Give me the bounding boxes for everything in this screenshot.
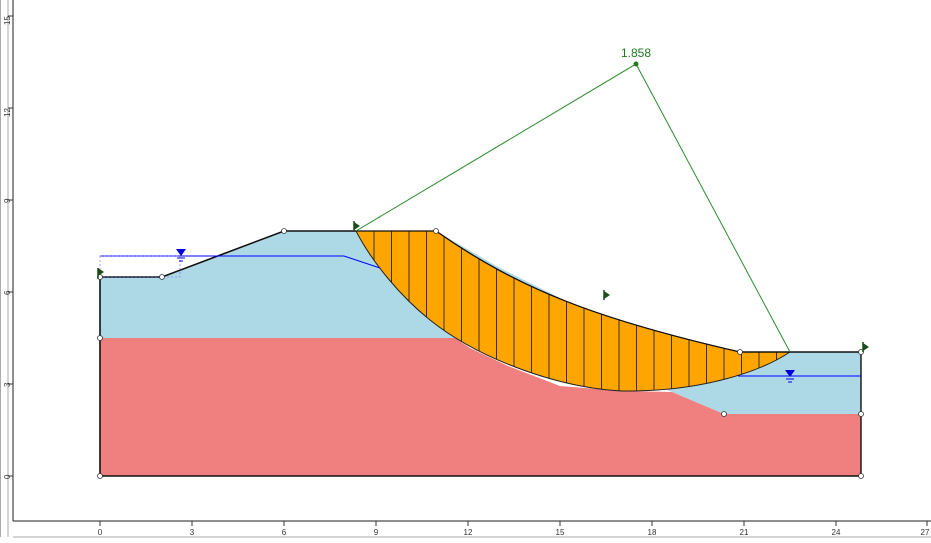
x-tick: 9: [374, 521, 379, 537]
x-tick: 24: [832, 521, 841, 537]
y-tick: 0: [3, 474, 13, 479]
water-table-line: [100, 255, 381, 269]
x-tick-label: 9: [374, 528, 379, 537]
y-tick-label: 6: [3, 290, 12, 295]
y-tick-label: 12: [3, 108, 12, 117]
boundary-vertices: [97, 228, 864, 479]
flag-icon: [862, 342, 869, 352]
vertex: [159, 274, 165, 280]
vertex: [97, 473, 103, 479]
y-tick-label: 0: [3, 474, 12, 479]
flag-icon: [603, 290, 610, 300]
x-tick-label: 6: [282, 528, 287, 537]
x-tick-label: 15: [556, 528, 565, 537]
vertex: [721, 411, 727, 417]
vertex: [433, 228, 439, 234]
vertex: [858, 411, 864, 417]
x-tick-label: 21: [740, 528, 749, 537]
vertex: [97, 335, 103, 341]
x-tick-label: 24: [832, 528, 841, 537]
x-tick-label: 27: [921, 528, 930, 537]
vertex: [737, 349, 743, 355]
y-tick: 9: [3, 198, 13, 203]
y-axis-ticks: 0 3 6 9 12 15: [3, 15, 13, 479]
slope-face-line: [435, 230, 741, 353]
slip-center-point: [633, 61, 639, 67]
x-tick: 6: [282, 521, 287, 537]
flag-icon: [353, 221, 360, 231]
y-tick-label: 15: [3, 16, 12, 25]
y-tick: 6: [3, 290, 13, 295]
x-tick: 27: [921, 521, 930, 537]
slice-lines: [373, 231, 777, 391]
x-tick-label: 18: [648, 528, 657, 537]
ponded-water: [99, 255, 181, 278]
x-tick-label: 3: [190, 528, 195, 537]
x-tick: 15: [556, 521, 565, 537]
x-axis-ticks: 0 3 6 9 12 15 18 21 24 27: [98, 521, 930, 537]
vertex: [858, 473, 864, 479]
y-tick: 12: [3, 107, 13, 117]
x-tick: 18: [648, 521, 657, 537]
x-tick: 0: [98, 521, 103, 537]
x-tick-label: 12: [464, 528, 473, 537]
water-level-icon: [785, 370, 795, 383]
y-tick: 15: [3, 15, 13, 25]
y-tick-label: 3: [3, 382, 12, 387]
x-tick: 3: [190, 521, 195, 537]
factor-of-safety-label: 1.858: [621, 46, 651, 60]
y-tick-label: 9: [3, 198, 12, 203]
x-tick: 21: [740, 521, 749, 537]
water-level-icon: [176, 249, 186, 262]
lower-soil-layer: [100, 338, 861, 476]
flag-icon: [97, 268, 104, 279]
x-tick-label: 0: [98, 528, 103, 537]
x-tick: 12: [464, 521, 473, 537]
vertex: [281, 228, 287, 234]
y-tick: 3: [3, 382, 13, 387]
